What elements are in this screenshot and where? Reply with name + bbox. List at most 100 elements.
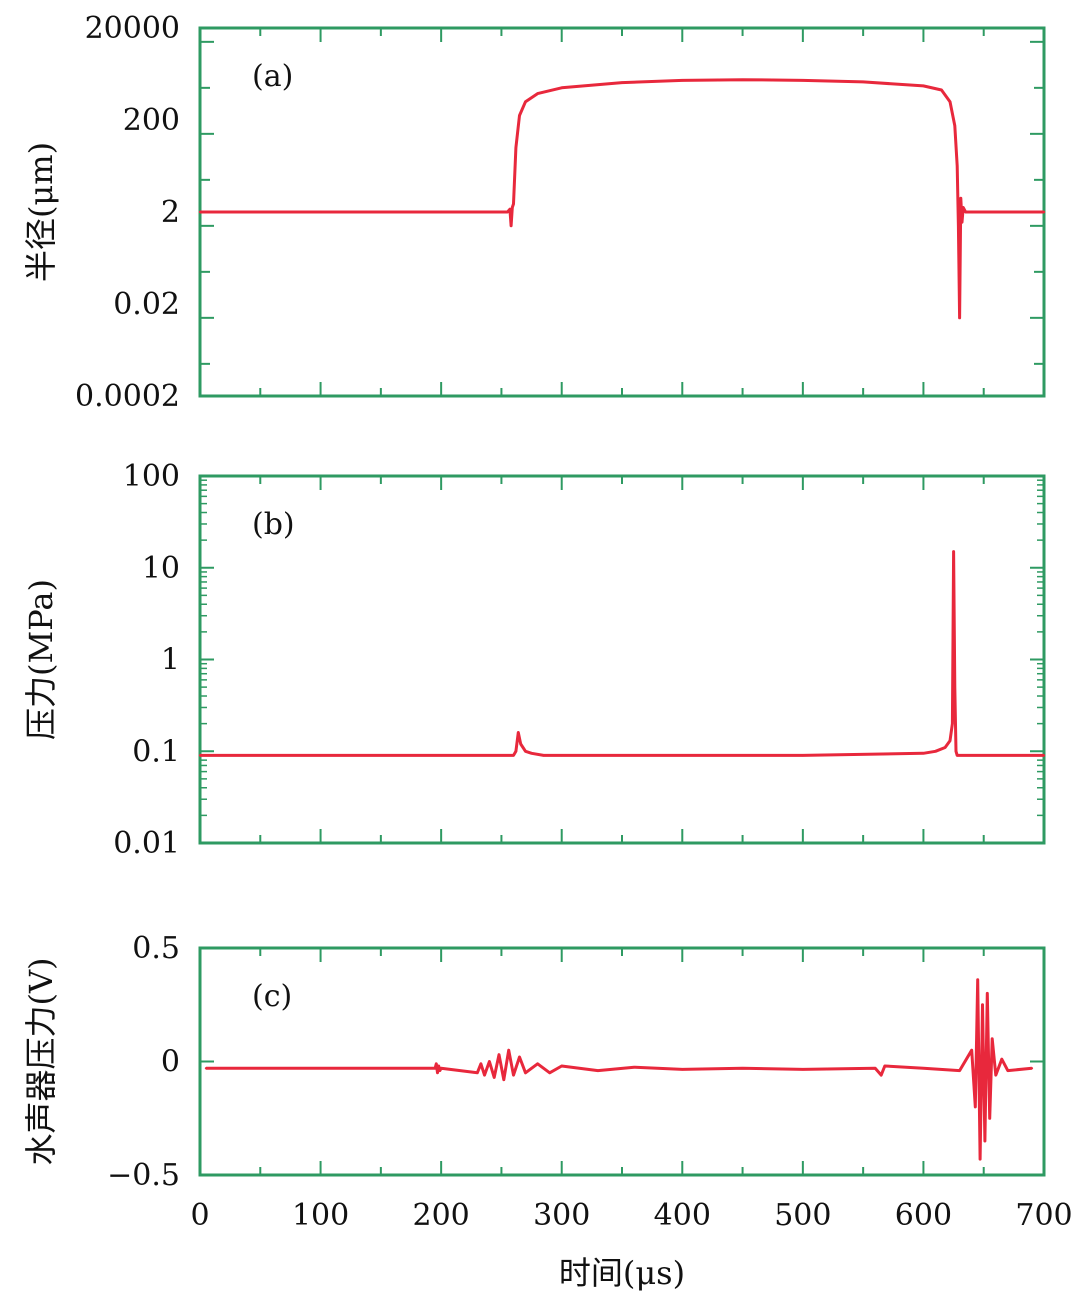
data-point [943,746,947,749]
data-point [319,210,322,214]
data-point [953,685,956,689]
data-point [439,210,443,214]
data-point [1042,754,1046,757]
data-point [437,1064,440,1068]
data-point [514,750,518,753]
data-point [560,1064,563,1068]
x-tick-label: 0 [190,1198,209,1233]
y-tick-label: 200 [123,103,180,138]
data-point [542,754,545,757]
data-point [957,224,960,227]
data-point [596,1069,600,1072]
data-point [1042,210,1046,214]
data-point [560,86,563,90]
x-tick-label: 500 [774,1198,831,1233]
data-point [874,1067,877,1070]
data-point [319,754,322,757]
data-point [922,1067,925,1070]
y-tick-label: 0.5 [132,931,180,966]
data-point [964,210,967,214]
y-tick-label: −0.5 [107,1158,180,1193]
x-tick-label: 300 [533,1198,590,1233]
data-point [959,197,962,200]
data-point [981,1003,984,1006]
data-point [508,208,512,211]
data-point [524,1071,527,1075]
data-point [953,124,956,127]
x-tick-label: 100 [292,1198,349,1233]
panel-1: 20000 200 2 0.02 0.0002 (a) 半径(μm) [22,11,1046,414]
data-point [620,81,624,84]
data-point [970,1049,973,1052]
data-point [479,1062,483,1066]
data-point [991,1037,994,1041]
data-point [970,210,973,214]
data-point [435,1062,438,1066]
data-point [506,210,509,214]
series-line [206,978,1033,1161]
plot-frame [198,946,1046,1177]
data-point [518,1055,521,1059]
data-point [433,1067,437,1070]
y-tick-label: 10 [142,551,180,586]
data-point [986,992,989,995]
series-line [200,78,1044,320]
data-point [883,1064,886,1068]
data-point [958,1069,961,1072]
data-point [974,1105,977,1109]
data-point [922,752,925,755]
panel-label: (c) [252,979,292,1014]
y-tick-label: 0 [161,1045,180,1080]
y-tick-label: 0.02 [113,287,180,322]
data-point [507,1049,510,1052]
data-point [962,206,965,209]
data-point [940,88,943,92]
data-point [436,1071,439,1075]
data-point [1000,1058,1003,1061]
data-point [741,1067,744,1070]
data-point [512,202,515,206]
data-point [1030,1067,1034,1070]
plot-frame [198,474,1046,845]
data-point [204,1067,208,1070]
data-point [198,754,202,757]
data-point [517,731,520,734]
data-point [524,750,527,753]
data-point [519,742,522,746]
y-tick-label: 2 [161,195,180,230]
data-point [488,1060,491,1063]
data-point [439,1067,443,1070]
data-point [956,164,959,168]
data-point [483,1073,486,1077]
data-point [493,1076,496,1079]
data-point [560,754,563,757]
data-point [438,1069,442,1072]
data-point [512,1073,515,1077]
data-point [922,84,925,88]
y-tick-label: 0.01 [113,826,180,861]
y-axis-title: 水声器压力(V) [22,957,60,1165]
data-point [681,79,684,82]
data-point [511,206,514,209]
x-tick-label: 600 [895,1198,952,1233]
data-point [509,224,513,227]
panel-label: (b) [252,507,295,542]
data-point [512,754,515,757]
data-point [956,754,959,757]
x-axis-title: 时间(μs) [559,1254,685,1292]
data-point [994,1073,997,1077]
y-tick-label: 0.0002 [75,379,180,414]
panels: 2000020020.020.0002(a)半径(μm)1001010.10.0… [22,11,1073,1233]
data-point [801,1068,805,1071]
data-point [514,146,518,149]
x-tick-label: 200 [413,1198,470,1233]
data-point [632,1066,636,1069]
data-point [861,80,865,84]
data-point [741,78,744,81]
panel-3: 0.5 0 −0.5 0 100 200 300 400 500 600 700 (c) 水声器压力(V… [22,931,1073,1233]
data-point [536,1062,539,1066]
x-tick-label: 700 [1015,1198,1072,1233]
data-point [801,754,805,757]
data-point [948,100,952,103]
data-point [524,100,527,103]
